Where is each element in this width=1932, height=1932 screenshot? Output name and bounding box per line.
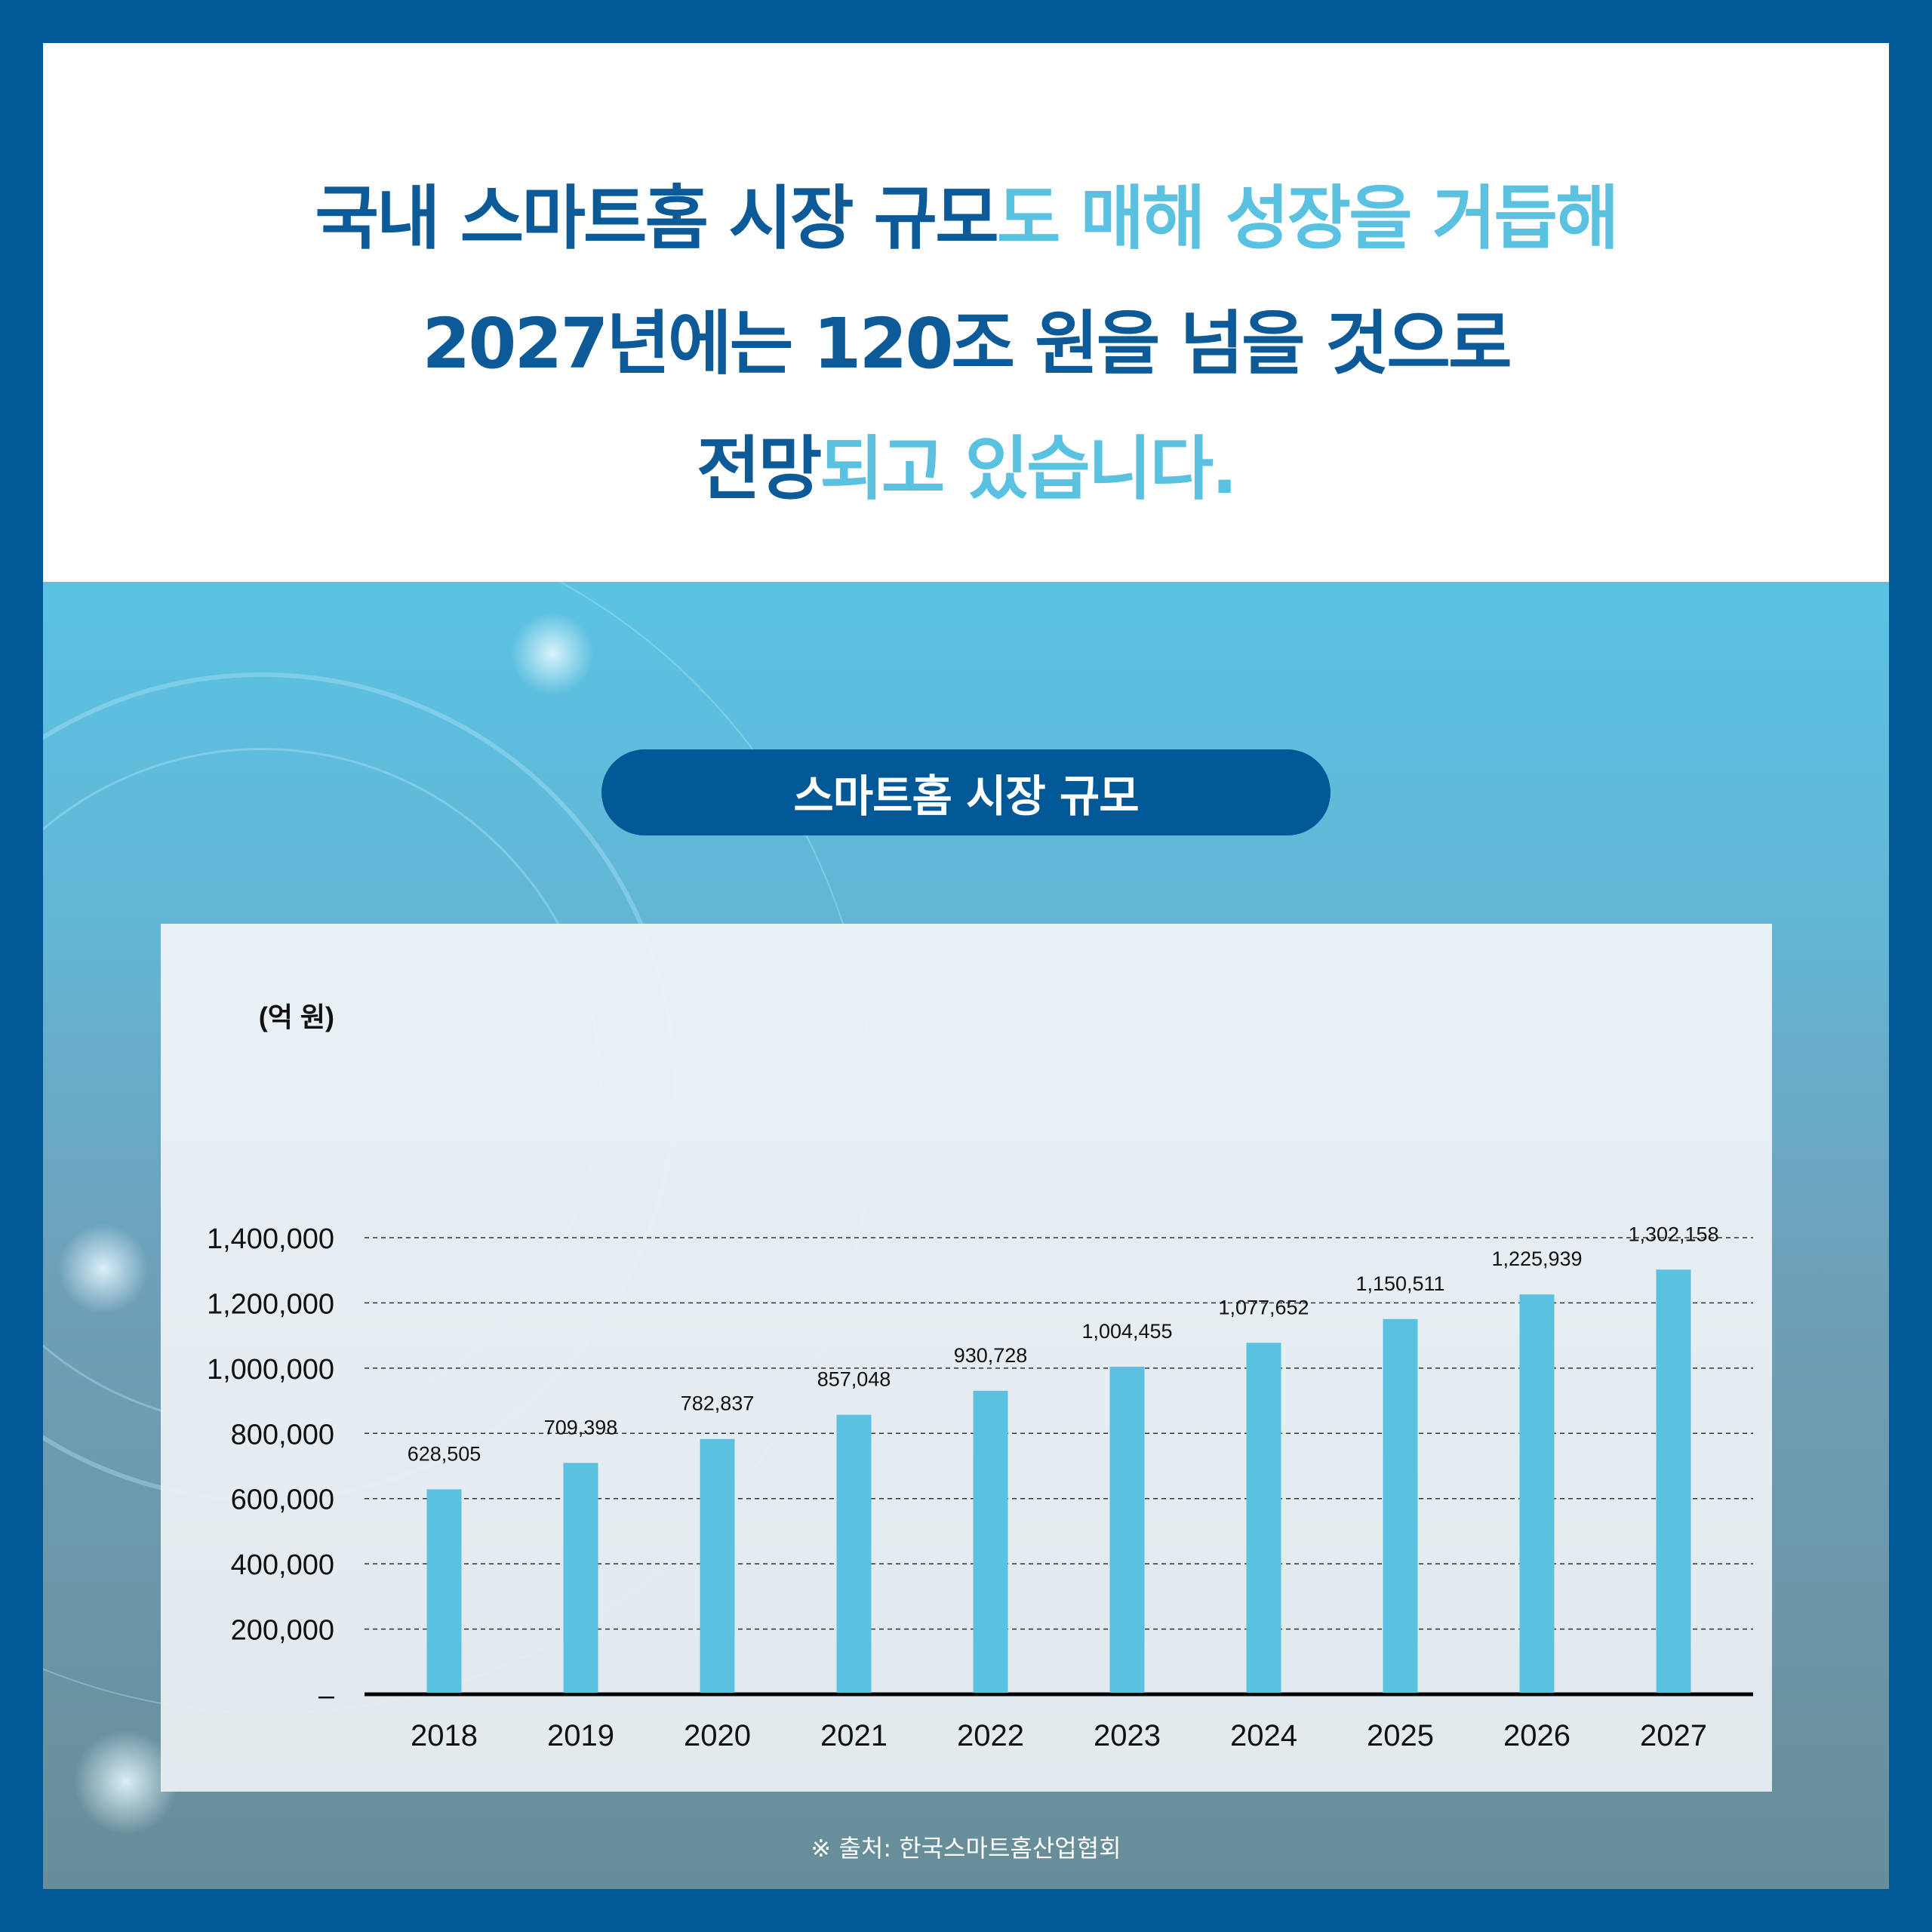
bar-value-label: 709,398 [544, 1416, 618, 1438]
bar-value-label: 857,048 [817, 1368, 891, 1391]
bar-value-label: 1,302,158 [1628, 1223, 1718, 1245]
bar-2021 [836, 1414, 872, 1693]
bar-2020 [700, 1438, 735, 1693]
x-tick-label: 2018 [411, 1719, 478, 1752]
bar-value-label: 782,837 [681, 1392, 755, 1415]
y-tick-label: – [318, 1680, 335, 1712]
source-note: ※ 출처: 한국스마트홈산업협회 [811, 1834, 1121, 1863]
y-tick-label: 200,000 [231, 1615, 334, 1647]
chart-section: 스마트홈 시장 규모 (억 원) – 200,000 400,000 600,000 80… [43, 582, 1889, 1889]
y-unit-label: (억 원) [259, 1001, 334, 1032]
bar-2027 [1656, 1269, 1691, 1693]
headline: 국내 스마트홈 시장 규모도 매해 성장을 거듭해 2027년에는 120조 원… [43, 156, 1889, 532]
y-tick-label: 400,000 [231, 1549, 334, 1581]
headline-line-3-light: 되고 있습니다. [820, 429, 1238, 509]
x-tick-label: 2022 [957, 1719, 1024, 1752]
headline-line-3: 전망되고 있습니다. [43, 407, 1889, 532]
chart-title: 스마트홈 시장 규모 [793, 771, 1139, 822]
x-tick-label: 2023 [1094, 1719, 1161, 1752]
x-tick-label: 2019 [547, 1719, 614, 1752]
chart-title-pill: 스마트홈 시장 규모 [601, 749, 1331, 835]
headline-line-1: 국내 스마트홈 시장 규모도 매해 성장을 거듭해 [43, 156, 1889, 281]
chart-panel: (억 원) – 200,000 400,000 600,000 800,000 1,000,… [161, 924, 1772, 1792]
x-tick-label: 2024 [1230, 1719, 1297, 1752]
x-tick-label: 2027 [1640, 1719, 1707, 1752]
bar-2026 [1519, 1294, 1555, 1693]
y-tick-label: 1,400,000 [207, 1223, 334, 1255]
headline-line-1-dark: 국내 스마트홈 시장 규모 [315, 178, 998, 259]
bar-value-label: 930,728 [954, 1344, 1028, 1367]
headline-line-2: 2027년에는 120조 원을 넘을 것으로 [422, 303, 1512, 384]
bar-value-label: 1,077,652 [1218, 1296, 1309, 1318]
x-tick-label: 2025 [1367, 1719, 1434, 1752]
y-tick-label: 600,000 [231, 1484, 334, 1516]
infographic-frame: 국내 스마트홈 시장 규모도 매해 성장을 거듭해 2027년에는 120조 원… [43, 43, 1889, 1889]
bar-2022 [973, 1390, 1008, 1693]
background-glow-decoration [511, 612, 594, 695]
bar-chart: (억 원) – 200,000 400,000 600,000 800,000 1,000,… [207, 1001, 1753, 1752]
bar-2024 [1246, 1343, 1281, 1693]
headline-line-3-dark: 전망 [696, 429, 822, 509]
y-tick-label: 800,000 [231, 1419, 334, 1451]
x-tick-label: 2026 [1503, 1719, 1571, 1752]
bar-2018 [426, 1489, 462, 1693]
y-tick-label: 1,200,000 [207, 1288, 334, 1320]
y-tick-label: 1,000,000 [207, 1354, 334, 1386]
background-glow-decoration [58, 1223, 149, 1314]
bar-value-label: 1,004,455 [1081, 1320, 1172, 1343]
bar-2023 [1109, 1366, 1145, 1693]
header-section: 국내 스마트홈 시장 규모도 매해 성장을 거듭해 2027년에는 120조 원… [43, 43, 1889, 582]
bar-2025 [1383, 1318, 1418, 1693]
headline-line-1-light: 도 매해 성장을 거듭해 [996, 178, 1620, 259]
bar-value-label: 1,225,939 [1491, 1247, 1582, 1270]
x-tick-label: 2020 [684, 1719, 751, 1752]
bar-2019 [563, 1463, 598, 1693]
bar-value-label: 628,505 [408, 1442, 481, 1465]
bar-value-label: 1,150,511 [1355, 1272, 1444, 1295]
x-tick-label: 2021 [820, 1719, 888, 1752]
